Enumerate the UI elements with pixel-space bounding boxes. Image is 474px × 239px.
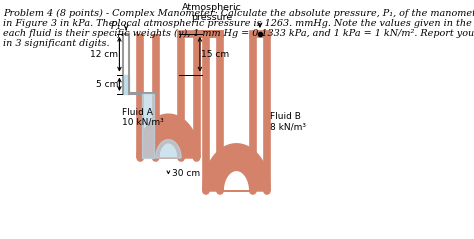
Polygon shape (155, 140, 181, 158)
Text: Fluid B
8 kN/m³: Fluid B 8 kN/m³ (270, 112, 306, 132)
Text: each fluid is their specific weights (γ), 1 mm Hg = 0.1333 kPa, and 1 kPa = 1 kN: each fluid is their specific weights (γ)… (3, 29, 474, 38)
Text: in 3 significant digits.: in 3 significant digits. (3, 39, 110, 48)
Text: Problem 4 (8 points) - Complex Manometer: Calculate the absolute pressure, P₁, o: Problem 4 (8 points) - Complex Manometer… (3, 9, 474, 18)
Text: P₁: P₁ (111, 21, 121, 31)
Text: 30 cm: 30 cm (172, 169, 200, 178)
Polygon shape (206, 147, 267, 191)
Polygon shape (140, 117, 197, 158)
Text: 5 cm: 5 cm (96, 80, 118, 89)
Text: Fluid A
10 kN/m³: Fluid A 10 kN/m³ (122, 108, 164, 127)
Text: in Figure 3 in kPa. The local atmospheric pressure is 1263. mmHg. Note the value: in Figure 3 in kPa. The local atmospheri… (3, 19, 474, 28)
Text: Atmospheric
pressure: Atmospheric pressure (182, 3, 242, 22)
Text: 15 cm: 15 cm (201, 50, 229, 59)
Text: 12 cm: 12 cm (90, 50, 118, 59)
